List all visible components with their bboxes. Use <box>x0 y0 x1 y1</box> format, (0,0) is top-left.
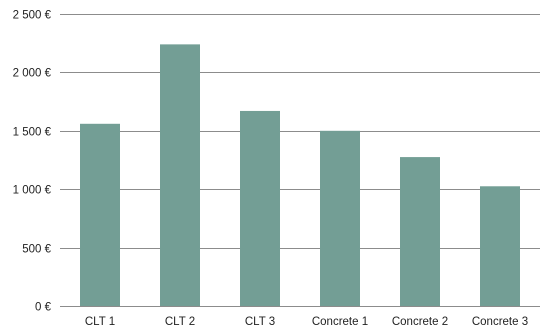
bar <box>240 110 280 306</box>
bar <box>480 186 520 306</box>
x-category-label: Concrete 2 <box>392 316 448 328</box>
y-tick-label: 1 500 € <box>13 127 52 139</box>
x-category-label: Concrete 3 <box>472 316 528 328</box>
x-axis-labels: CLT 1 CLT 2 CLT 3 Concrete 1 Concrete 2 Concr… <box>85 316 528 328</box>
y-tick-label: 500 € <box>22 244 51 256</box>
bar <box>400 157 440 306</box>
x-category-label: CLT 2 <box>165 316 195 328</box>
grid-lines <box>60 14 540 307</box>
y-tick-label: 0 € <box>35 302 52 314</box>
bar <box>80 123 120 307</box>
x-category-label: CLT 1 <box>85 316 115 328</box>
bar <box>320 130 360 306</box>
y-tick-label: 2 000 € <box>13 68 52 80</box>
y-tick-label: 2 500 € <box>13 10 52 22</box>
bars <box>80 44 520 307</box>
y-axis-ticks: 0 € 500 € 1 000 € 1 500 € 2 000 € 2 500 € <box>13 10 52 314</box>
y-tick-label: 1 000 € <box>13 185 52 197</box>
x-category-label: CLT 3 <box>245 316 275 328</box>
bar <box>160 44 200 306</box>
x-category-label: Concrete 1 <box>312 316 368 328</box>
